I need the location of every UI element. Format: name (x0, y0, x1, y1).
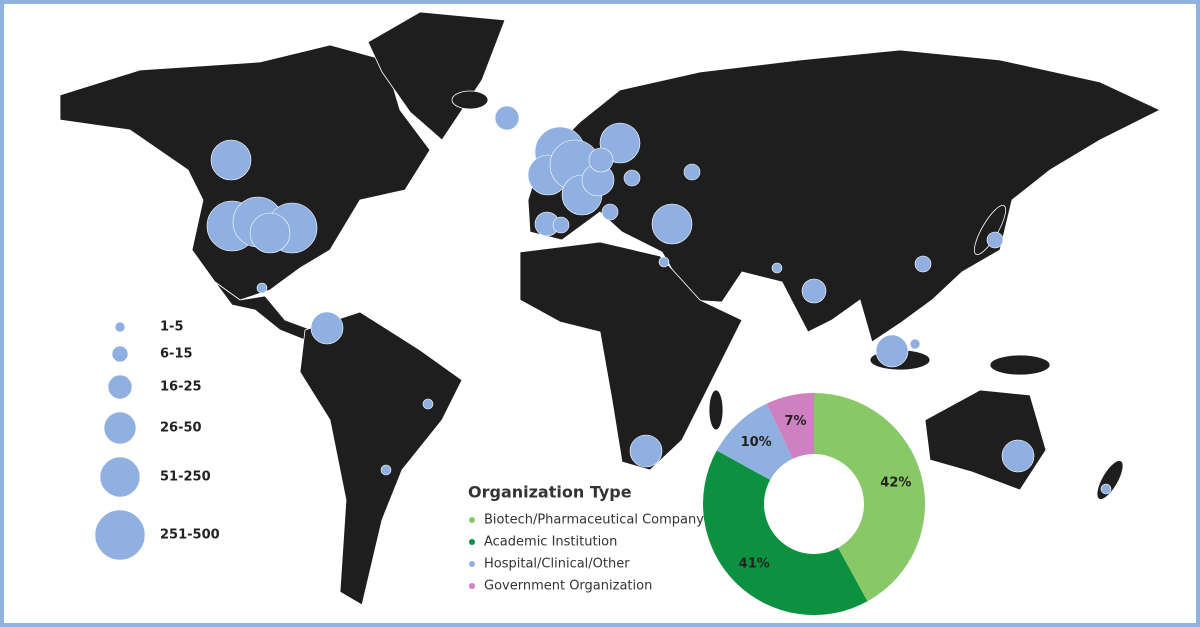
bubble (801, 278, 827, 304)
new-guinea (989, 354, 1051, 376)
donut-slice (703, 450, 868, 615)
legend-bubble (94, 509, 146, 561)
legend-dot (469, 583, 475, 589)
iceland (451, 90, 489, 110)
south-america (299, 311, 463, 606)
size-label: 51-250 (160, 470, 211, 485)
bubble (651, 203, 693, 245)
bubble (771, 262, 783, 274)
legend-label: Government Organization (484, 579, 652, 594)
donut-slice (716, 403, 793, 480)
bubble (552, 216, 570, 234)
legend-bubble (99, 456, 141, 498)
madagascar (708, 389, 724, 431)
bubble (310, 311, 344, 345)
legend-label: Biotech/Pharmaceutical Company (484, 513, 704, 528)
donut-slice (766, 393, 814, 459)
size-label: 251-500 (160, 528, 220, 543)
legend-bubble (111, 345, 129, 363)
bubble (875, 334, 909, 368)
bubble (210, 139, 252, 181)
bubble (494, 105, 520, 131)
bubble (380, 464, 392, 476)
bubble (914, 255, 932, 273)
legend-dot (469, 561, 475, 567)
size-legend: 1-5 6-15 16-25 26-50 51-250 251-500 (94, 320, 220, 561)
donut-slice (814, 393, 925, 602)
bubble (658, 256, 670, 268)
legend-label: Academic Institution (484, 535, 617, 550)
slice-label: 7% (785, 414, 807, 429)
greenland (367, 11, 506, 141)
bubble (601, 203, 619, 221)
size-label: 6-15 (160, 347, 193, 362)
legend-dot (469, 517, 475, 523)
size-label: 26-50 (160, 421, 202, 436)
bubble (909, 338, 921, 350)
legend-bubble (114, 321, 126, 333)
slice-label: 10% (741, 435, 772, 450)
bubble (588, 147, 614, 173)
eurasia (527, 49, 1161, 343)
bubble (249, 212, 291, 254)
legend-dot (469, 539, 475, 545)
legend-bubble (103, 411, 137, 445)
legend-label: Hospital/Clinical/Other (484, 557, 630, 572)
bubble (623, 169, 641, 187)
slice-label: 41% (739, 556, 770, 571)
bubbles (206, 105, 1112, 495)
chart-title: Organization Type (468, 483, 632, 502)
bubble (986, 231, 1004, 249)
slice-label: 42% (880, 475, 911, 490)
bubble (1001, 439, 1035, 473)
bubble (1100, 483, 1112, 495)
size-label: 16-25 (160, 380, 202, 395)
legend-bubble (107, 374, 133, 400)
bubble (683, 163, 701, 181)
bubble (629, 434, 663, 468)
bubble (256, 282, 268, 294)
size-label: 1-5 (160, 320, 184, 335)
bubble (422, 398, 434, 410)
